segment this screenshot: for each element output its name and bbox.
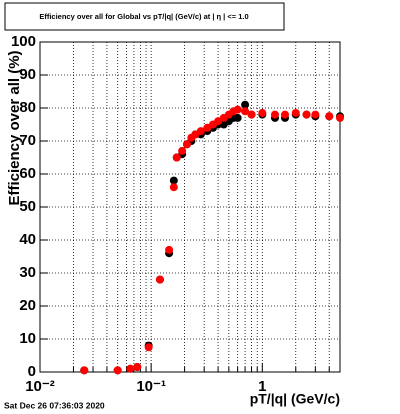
data-point xyxy=(169,176,178,185)
data-point xyxy=(336,113,344,122)
x-tick-label: 1 xyxy=(258,378,266,395)
data-point xyxy=(182,140,191,149)
data-point xyxy=(126,364,135,373)
data-point xyxy=(325,112,334,121)
y-tick-label: 50 xyxy=(19,198,36,215)
y-tick-label: 30 xyxy=(19,264,36,281)
y-tick-label: 40 xyxy=(19,231,36,248)
data-point xyxy=(241,100,250,109)
plot-frame xyxy=(39,41,341,373)
data-point xyxy=(270,110,279,119)
data-point xyxy=(302,110,311,119)
y-tick-label: 10 xyxy=(19,330,36,347)
y-tick-label: 70 xyxy=(19,132,36,149)
data-point xyxy=(172,153,181,162)
data-point xyxy=(233,105,242,114)
y-tick-label: 20 xyxy=(19,297,36,314)
chart-title: Efficiency over all for Global vs pT/|q|… xyxy=(39,12,248,21)
y-tick-label: 0 xyxy=(28,363,36,380)
y-tick-label: 80 xyxy=(19,99,36,116)
data-point xyxy=(144,343,153,352)
data-point xyxy=(165,245,174,254)
data-point xyxy=(133,363,142,372)
y-tick-label: 100 xyxy=(11,33,36,50)
y-tick-label: 60 xyxy=(19,165,36,182)
data-point xyxy=(113,366,122,375)
data-point xyxy=(241,107,250,116)
data-point xyxy=(169,183,178,192)
data-point xyxy=(280,110,289,119)
data-point xyxy=(80,366,89,375)
title-box xyxy=(4,2,285,31)
data-point xyxy=(196,127,205,136)
x-tick-label: 10⁻² xyxy=(25,378,55,395)
x-axis-label: pT/|q| (GeV/c) xyxy=(250,391,340,407)
footer: Sat Dec 26 07:36:03 2020 xyxy=(4,400,105,410)
data-point xyxy=(155,275,164,284)
y-tick-label: 90 xyxy=(19,66,36,83)
data-point xyxy=(291,108,300,117)
x-tick-label: 10⁻¹ xyxy=(136,378,166,395)
data-point xyxy=(233,113,242,122)
data-point xyxy=(247,110,256,119)
data-point xyxy=(258,108,267,117)
y-axis-label: Efficiency over all (%) xyxy=(6,50,23,205)
data-point xyxy=(311,110,320,119)
data-point xyxy=(178,146,187,155)
